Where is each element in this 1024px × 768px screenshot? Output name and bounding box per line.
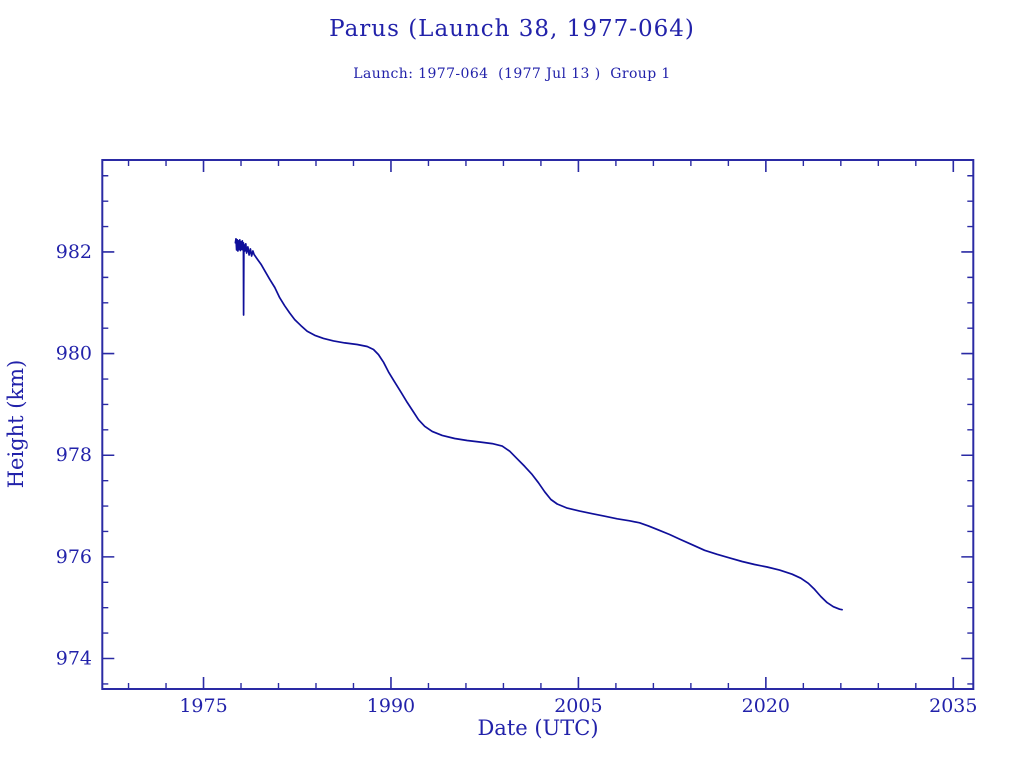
plot-frame	[101, 159, 975, 690]
y-tick-label: 980	[56, 343, 92, 365]
y-tick-label: 976	[56, 546, 92, 568]
axis-ticks-minor	[102, 160, 974, 689]
x-tick-label: 2005	[554, 695, 602, 717]
x-tick-label: 2035	[929, 695, 977, 717]
height-curve	[234, 237, 843, 611]
chart-title: Parus (Launch 38, 1977-064)	[329, 16, 695, 42]
y-tick-label: 982	[56, 241, 92, 263]
chart-subtitle: Launch: 1977-064 (1977 Jul 13 ) Group 1	[353, 66, 671, 82]
x-tick-label: 1990	[367, 695, 415, 717]
x-tick-label: 1975	[179, 695, 227, 717]
x-axis-label: Date (UTC)	[477, 716, 599, 740]
axis-ticks-major	[102, 160, 974, 689]
y-tick-label: 978	[56, 444, 92, 466]
x-tick-label: 2020	[742, 695, 790, 717]
y-axis-label: Height (km)	[4, 359, 28, 489]
y-tick-label: 974	[56, 648, 92, 670]
